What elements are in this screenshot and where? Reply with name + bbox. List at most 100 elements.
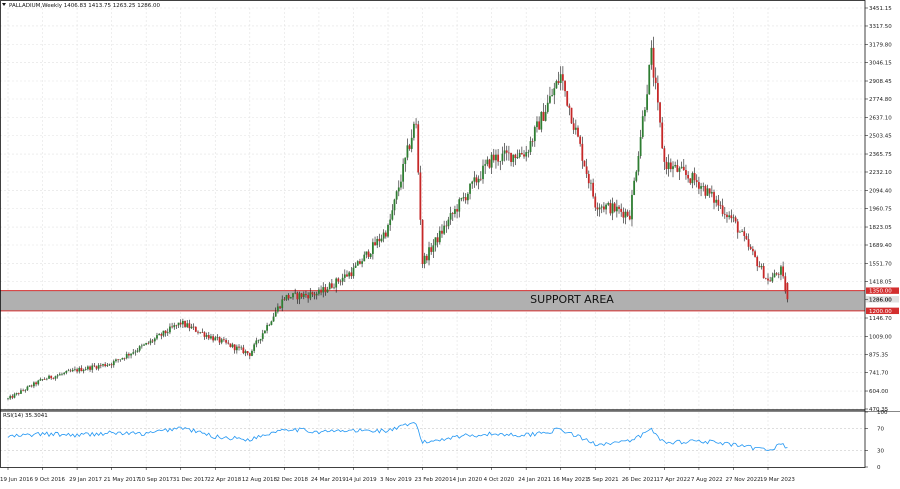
support-zone: 1350.00 1286.00 1200.00 bbox=[0, 287, 899, 315]
candle-down bbox=[713, 192, 715, 203]
time-tick-label: 31 Dec 2017 bbox=[173, 477, 209, 483]
candle-up bbox=[61, 373, 63, 375]
candle-up bbox=[460, 198, 463, 200]
price-tick-label: 1689.40 bbox=[869, 243, 892, 249]
time-tick-label: 4 Oct 2020 bbox=[484, 477, 515, 483]
candle-down bbox=[704, 186, 707, 196]
candle-up bbox=[423, 255, 426, 265]
candle-up bbox=[354, 265, 357, 268]
candle-down bbox=[11, 396, 14, 398]
candle-up bbox=[771, 277, 774, 282]
candle-up bbox=[7, 398, 9, 400]
candle-up bbox=[343, 274, 346, 278]
candle-down bbox=[123, 357, 126, 359]
time-tick-label: 9 Oct 2016 bbox=[35, 477, 66, 483]
candle-up bbox=[499, 161, 502, 162]
candle-up bbox=[231, 344, 234, 347]
candle-down bbox=[613, 203, 616, 212]
candle-down bbox=[747, 239, 750, 247]
candle-up bbox=[140, 345, 143, 347]
candle-down bbox=[542, 111, 545, 121]
candle-down bbox=[160, 334, 163, 336]
price-tick-label: 3179.80 bbox=[869, 43, 892, 49]
candle-up bbox=[518, 153, 521, 157]
candle-up bbox=[63, 372, 66, 374]
candle-down bbox=[652, 47, 655, 78]
candle-down bbox=[510, 152, 512, 162]
candle-up bbox=[309, 292, 312, 299]
candle-down bbox=[50, 375, 53, 379]
candle-down bbox=[242, 347, 245, 354]
candle-down bbox=[566, 91, 569, 106]
candle-down bbox=[330, 283, 333, 288]
candle-up bbox=[121, 357, 124, 360]
candle-up bbox=[715, 199, 718, 203]
candle-up bbox=[600, 206, 603, 208]
candle-up bbox=[186, 323, 189, 327]
candle-down bbox=[203, 332, 206, 337]
candle-up bbox=[490, 154, 493, 168]
candle-down bbox=[577, 127, 579, 137]
candle-down bbox=[581, 143, 584, 161]
candle-down bbox=[585, 166, 588, 175]
candle-down bbox=[69, 370, 72, 372]
candle-down bbox=[751, 248, 754, 252]
candle-up bbox=[272, 316, 275, 322]
candle-down bbox=[311, 292, 314, 295]
candle-up bbox=[540, 111, 543, 130]
candle-down bbox=[339, 281, 342, 283]
candle-up bbox=[650, 47, 653, 65]
candle-up bbox=[477, 178, 480, 183]
candle-up bbox=[102, 364, 104, 366]
candle-down bbox=[374, 242, 376, 246]
candle-down bbox=[726, 214, 728, 218]
candle-up bbox=[333, 287, 335, 289]
candle-up bbox=[363, 254, 366, 262]
time-tick-label: 7 Aug 2022 bbox=[691, 477, 723, 483]
price-tick-label: 3451.15 bbox=[869, 6, 892, 12]
candle-down bbox=[164, 330, 167, 334]
candle-up bbox=[130, 353, 132, 356]
candle-down bbox=[207, 335, 210, 339]
candle-down bbox=[192, 326, 195, 328]
candle-up bbox=[266, 325, 268, 331]
candle-down bbox=[622, 211, 625, 218]
candle-down bbox=[117, 359, 120, 361]
candle-down bbox=[218, 337, 221, 343]
price-candles bbox=[7, 36, 789, 401]
candle-down bbox=[184, 320, 186, 327]
price-tick-label: 604.00 bbox=[869, 389, 889, 395]
candle-down bbox=[147, 342, 150, 344]
candle-up bbox=[166, 332, 169, 334]
candle-down bbox=[324, 287, 327, 293]
candle-up bbox=[458, 199, 461, 212]
candle-down bbox=[35, 382, 37, 385]
candle-up bbox=[615, 206, 618, 212]
candle-up bbox=[315, 293, 318, 296]
candle-down bbox=[415, 123, 417, 125]
candle-down bbox=[197, 331, 199, 333]
candle-down bbox=[777, 274, 780, 275]
dropdown-triangle-icon[interactable] bbox=[2, 3, 6, 6]
candle-up bbox=[9, 396, 12, 399]
candle-down bbox=[417, 124, 420, 173]
candle-down bbox=[717, 199, 720, 206]
candle-down bbox=[179, 322, 182, 325]
candle-up bbox=[486, 159, 489, 165]
candle-up bbox=[33, 382, 35, 387]
candle-up bbox=[631, 194, 633, 220]
price-marker-label: 1350.00 bbox=[869, 289, 892, 295]
candle-up bbox=[667, 162, 670, 170]
candle-up bbox=[413, 123, 415, 138]
candle-up bbox=[706, 188, 709, 196]
candle-up bbox=[395, 191, 398, 200]
candle-up bbox=[641, 116, 644, 138]
candle-up bbox=[432, 245, 435, 252]
candle-down bbox=[229, 343, 232, 347]
candle-down bbox=[689, 178, 692, 184]
time-tick-label: 14 Jul 2019 bbox=[345, 477, 377, 483]
time-tick-label: 27 Nov 2022 bbox=[725, 477, 760, 483]
candle-down bbox=[618, 206, 620, 209]
price-tick-label: 3317.50 bbox=[869, 24, 892, 30]
candle-up bbox=[235, 346, 238, 351]
